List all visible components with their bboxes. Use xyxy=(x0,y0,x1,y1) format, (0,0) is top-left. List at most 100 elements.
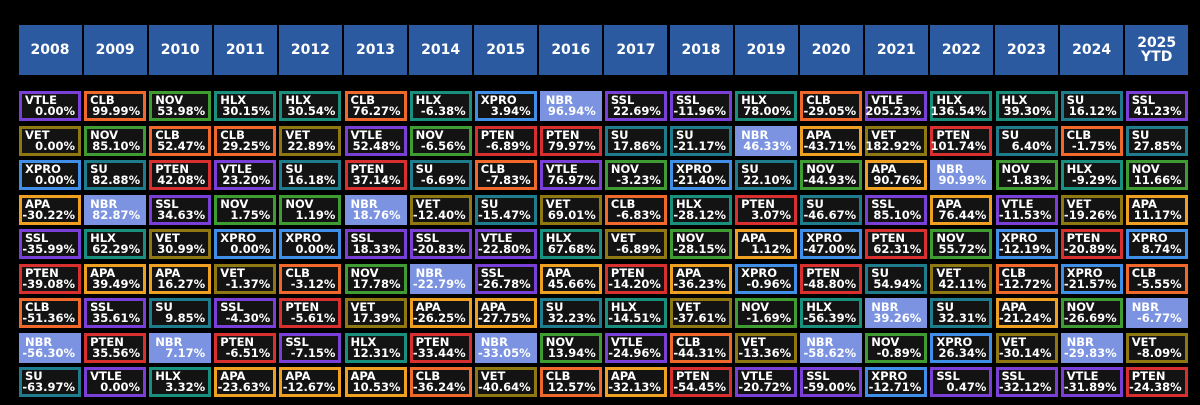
ticker-label: APA xyxy=(220,369,246,383)
ticker-label: XPRO xyxy=(480,93,517,107)
quilt-cell: VET 42.11% xyxy=(930,263,993,294)
quilt-cell: PTEN 35.56% xyxy=(84,332,147,363)
quilt-cell: CLB 52.47% xyxy=(149,125,212,156)
ticker-label: PTEN xyxy=(610,265,645,280)
ticker-label: SU xyxy=(741,162,759,176)
return-value: 18.76% xyxy=(352,207,401,222)
quilt-cell: APA -21.24% xyxy=(995,298,1058,328)
quilt-cell: SU 17.86% xyxy=(604,125,667,156)
ticker-label: VET xyxy=(936,265,961,280)
ticker-label: NBR xyxy=(25,334,53,349)
return-value: 3.94% xyxy=(490,104,531,118)
quilt-cell: NBR -58.62% xyxy=(800,332,863,363)
ticker-label: APA xyxy=(1001,300,1027,314)
quilt-cell: NOV 1.19% xyxy=(279,194,342,225)
return-value: 34.63% xyxy=(157,207,206,222)
return-value: -29.05% xyxy=(803,104,857,118)
ticker-label: SSL xyxy=(480,265,505,280)
ticker-label: SSL xyxy=(1001,369,1025,383)
ticker-label: PTEN xyxy=(1066,231,1101,245)
ticker-label: HLX xyxy=(155,369,182,383)
return-value: -39.08% xyxy=(22,276,75,291)
quilt-cell: NOV 1.75% xyxy=(214,194,277,225)
ticker-label: CLB xyxy=(155,127,180,142)
quilt-cell: CLB -3.12% xyxy=(279,263,342,294)
quilt-cell: SU 82.88% xyxy=(84,160,147,190)
return-value: 26.34% xyxy=(938,345,987,360)
ticker-label: SSL xyxy=(25,231,49,245)
return-value: 39.26% xyxy=(873,311,922,325)
ticker-label: VET xyxy=(610,231,636,245)
quilt-cell: HLX -14.51% xyxy=(604,298,667,328)
return-value: -15.47% xyxy=(478,207,531,222)
return-value: -43.71% xyxy=(803,138,857,153)
ticker-label: SSL xyxy=(936,369,960,383)
ticker-label: VTLE xyxy=(741,369,774,383)
ticker-label: NBR xyxy=(871,300,899,314)
ticker-label: NBR xyxy=(155,334,183,349)
quilt-cell: SSL -59.00% xyxy=(800,367,863,397)
return-value: 62.31% xyxy=(873,242,922,256)
quilt-cell: NOV -28.15% xyxy=(670,229,732,259)
quilt-cell: XPRO 26.34% xyxy=(930,332,993,363)
quilt-cell: PTEN -48.80% xyxy=(800,263,863,294)
ticker-label: XPRO xyxy=(1001,231,1038,245)
return-value: 76.97% xyxy=(547,173,596,187)
quilt-cell: HLX 62.29% xyxy=(84,229,147,259)
quilt-cell: VET 182.92% xyxy=(865,125,928,156)
return-value: -6.83% xyxy=(616,207,661,222)
year-header: 2009 xyxy=(83,25,147,75)
quilt-cell: HLX 78.00% xyxy=(735,91,798,121)
quilt-cell: SU 9.85% xyxy=(149,298,212,328)
quilt-cell: CLB -1.75% xyxy=(1060,125,1123,156)
return-value: 90.99% xyxy=(938,173,987,187)
quilt-cell: VTLE -11.53% xyxy=(995,194,1058,225)
return-value: 42.08% xyxy=(157,173,206,187)
return-value: 45.66% xyxy=(547,276,596,291)
ticker-label: SSL xyxy=(350,231,374,245)
quilt-cell: APA 11.17% xyxy=(1125,194,1188,225)
year-header: 2011 xyxy=(213,25,277,75)
return-value: 6.40% xyxy=(1011,138,1052,153)
quilt-cell: SU -63.97% xyxy=(19,367,81,397)
return-value: 85.10% xyxy=(873,207,922,222)
return-value: -8.09% xyxy=(1137,345,1182,360)
quilt-cell: VET -6.89% xyxy=(604,229,667,259)
quilt-cell: VET -19.26% xyxy=(1060,194,1123,225)
quilt-cell: APA -32.13% xyxy=(604,367,667,397)
return-value: -12.72% xyxy=(998,276,1052,291)
return-value: 78.00% xyxy=(743,104,792,118)
ticker-label: PTEN xyxy=(90,334,124,349)
quilt-cell: XPRO -21.57% xyxy=(1060,263,1123,294)
quilt-cell: VET 17.39% xyxy=(344,298,407,328)
ticker-label: PTEN xyxy=(545,127,580,142)
year-header: 2024 xyxy=(1060,25,1124,75)
quilt-cell: SU 16.18% xyxy=(279,160,342,190)
ticker-label: VTLE xyxy=(350,127,383,142)
ticker-label: XPRO xyxy=(741,265,778,280)
quilt-cell: APA -43.71% xyxy=(800,125,863,156)
ticker-label: PTEN xyxy=(155,162,189,176)
return-value: 23.20% xyxy=(222,173,271,187)
quilt-cell: NBR 18.76% xyxy=(344,194,407,225)
quilt-cell: APA 45.66% xyxy=(539,263,602,294)
return-value: 11.17% xyxy=(1133,207,1182,222)
return-value: -32.13% xyxy=(608,380,661,394)
ticker-label: VET xyxy=(350,300,376,314)
ticker-label: APA xyxy=(350,369,376,383)
ticker-label: SU xyxy=(25,369,43,383)
return-value: 42.11% xyxy=(938,276,987,291)
quilt-cell: NOV 13.94% xyxy=(539,332,602,363)
ticker-label: CLB xyxy=(25,300,50,314)
quilt-cell: VTLE 52.48% xyxy=(344,125,407,156)
ticker-label: PTEN xyxy=(285,300,320,314)
ticker-label: VET xyxy=(415,196,441,211)
return-value: 17.86% xyxy=(612,138,661,153)
return-value: -63.97% xyxy=(22,380,75,394)
quilt-cell: PTEN -5.61% xyxy=(279,298,342,328)
quilt-cell: CLB 76.27% xyxy=(344,91,407,121)
ticker-label: VET xyxy=(676,300,701,314)
ticker-label: CLB xyxy=(220,127,245,142)
quilt-cell: NBR 7.17% xyxy=(149,332,212,363)
quilt-cell: APA -12.67% xyxy=(279,367,342,397)
